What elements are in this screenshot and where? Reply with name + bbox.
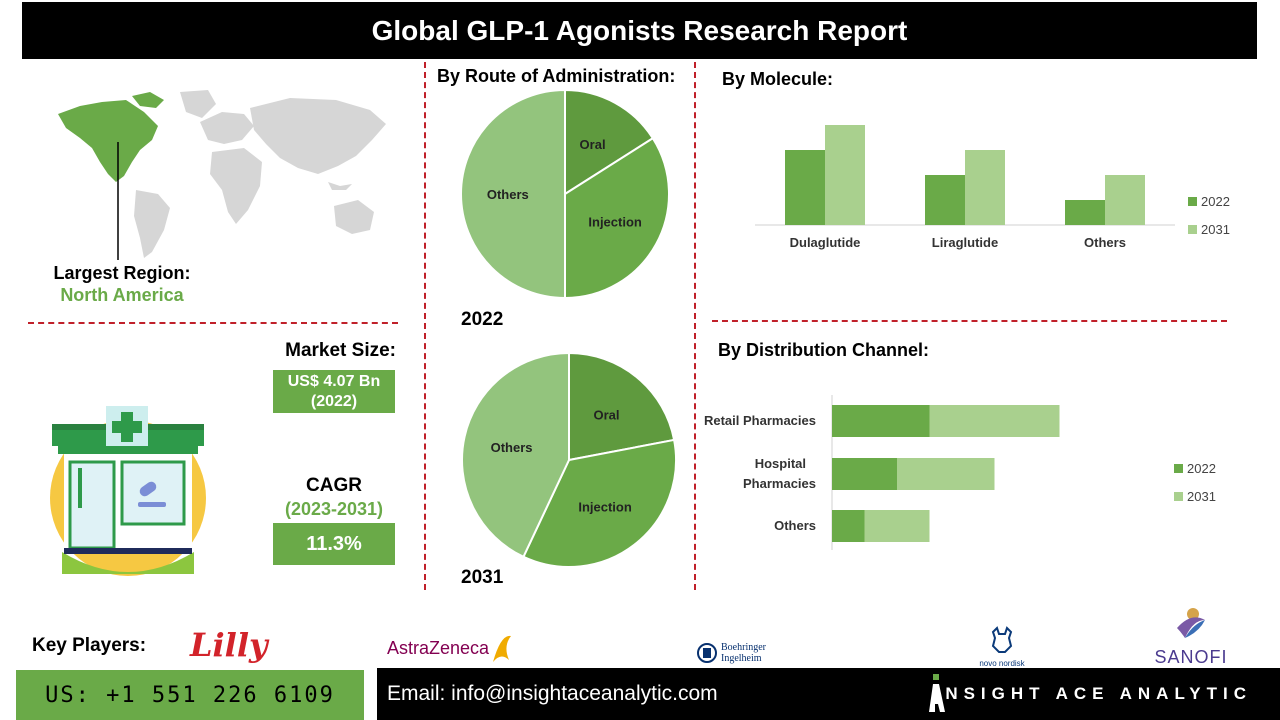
pie-chart-2022: Oral Injection Others	[460, 88, 670, 300]
insight-ace-logo-icon	[929, 674, 945, 712]
boehringer-logo: Boehringer Ingelheim	[696, 642, 777, 664]
pie2022-label-injection: Injection	[588, 215, 642, 230]
cagr-period: (2023-2031)	[284, 499, 384, 519]
distribution-bar-2031-others	[864, 510, 930, 542]
pharmacy-icon	[50, 406, 206, 576]
pie2031-label-injection: Injection	[578, 500, 632, 515]
largest-region-label: Largest Region:	[53, 263, 191, 283]
pie2022-label-others: Others	[487, 187, 529, 202]
distribution-category-label: Others	[774, 518, 816, 533]
distribution-bar-chart: Retail Pharmacies Hospital Pharmacies Other…	[704, 395, 1216, 550]
footer-brand: INSIGHT ACE ANALYTIC	[934, 684, 1252, 703]
molecule-bar-chart: Dulaglutide Liraglutide Others 2022 2031	[755, 125, 1230, 250]
market-size-value: US$ 4.07 Bn (2022)	[273, 370, 395, 413]
pie2022-label-oral: Oral	[580, 137, 606, 152]
boehringer-logo-text: Boehringer Ingelheim	[721, 642, 766, 664]
pie2022-slice-injection	[564, 136, 670, 300]
divider	[28, 322, 398, 324]
distribution-title: By Distribution Channel:	[718, 340, 929, 360]
divider	[424, 62, 426, 590]
distribution-bar-2022-retail-pharmacies	[832, 405, 930, 437]
world-map	[58, 90, 386, 260]
pie2031-label-others: Others	[491, 440, 533, 455]
divider	[694, 62, 696, 590]
novo-nordisk-logo: novo nordisk	[976, 626, 1028, 668]
legend-swatch-2031	[1188, 225, 1197, 234]
pie2031-slice-oral	[568, 351, 676, 462]
molecule-category-label: Others	[1084, 235, 1126, 250]
molecule-bar-2031-others	[1105, 175, 1145, 225]
distribution-category-label: Hospital Pharmacies	[743, 456, 816, 491]
pie-chart-2031: Oral Injection Others	[461, 351, 677, 568]
cagr-label: CAGR	[306, 475, 362, 496]
molecule-bar-2031-dulaglutide	[825, 125, 865, 225]
astrazeneca-logo-text: AstraZeneca	[387, 637, 490, 658]
pie2022-slice-oral	[564, 88, 655, 196]
sanofi-logo-text: SANOFI	[1154, 647, 1228, 667]
divider	[712, 320, 1227, 322]
distribution-category-label: Retail Pharmacies	[704, 413, 816, 428]
legend-label-2022: 2022	[1187, 461, 1216, 476]
molecule-title: By Molecule:	[722, 69, 834, 89]
pie2031-slice-others	[461, 351, 570, 559]
footer-phone: US: +1 551 226 6109	[16, 670, 364, 720]
cagr-value: 11.3%	[273, 523, 395, 565]
largest-region-value: North America	[60, 285, 184, 305]
pie-year-2022: 2022	[461, 309, 504, 330]
legend-swatch-2022	[1188, 197, 1197, 206]
footer-bar: Email: info@insightaceanalytic.com INSIG…	[377, 668, 1280, 720]
legend-label-2022: 2022	[1201, 194, 1230, 209]
market-size-label: Market Size:	[285, 340, 396, 361]
legend-swatch-2031	[1174, 492, 1183, 501]
pie2022-slice-others	[460, 88, 566, 300]
pie2031-label-oral: Oral	[594, 408, 620, 423]
molecule-bar-2031-liraglutide	[965, 150, 1005, 225]
legend-swatch-2022	[1174, 464, 1183, 473]
sanofi-logo: SANOFI	[1152, 606, 1230, 668]
footer-email: Email: info@insightaceanalytic.com	[387, 682, 718, 705]
astrazeneca-logo: AstraZeneca	[387, 632, 515, 664]
sanofi-bird-icon	[1177, 608, 1205, 638]
pie2031-slice-injection	[522, 438, 677, 568]
novo-nordisk-logo-text: novo nordisk	[979, 659, 1025, 668]
legend-label-2031: 2031	[1201, 222, 1230, 237]
boehringer-mark-icon	[697, 643, 717, 663]
novo-nordisk-bull-icon	[991, 626, 1013, 653]
pie-year-2031: 2031	[461, 567, 504, 588]
distribution-bar-2031-retail-pharmacies	[929, 405, 1060, 437]
distribution-bar-2031-hospital-pharmacies	[897, 458, 995, 490]
distribution-bar-2022-hospital-pharmacies	[832, 458, 897, 490]
molecule-bar-2022-liraglutide	[925, 175, 965, 225]
lilly-logo: Lilly	[190, 626, 268, 664]
legend-label-2031: 2031	[1187, 489, 1216, 504]
molecule-bar-2022-dulaglutide	[785, 150, 825, 225]
molecule-bar-2022-others	[1065, 200, 1105, 225]
key-players-label: Key Players:	[32, 635, 147, 656]
astrazeneca-mark-icon	[493, 635, 512, 662]
molecule-category-label: Dulaglutide	[790, 235, 861, 250]
route-title: By Route of Administration:	[437, 66, 676, 86]
page-title: Global GLP-1 Agonists Research Report	[22, 2, 1257, 59]
molecule-category-label: Liraglutide	[932, 235, 998, 250]
distribution-bar-2022-others	[832, 510, 865, 542]
